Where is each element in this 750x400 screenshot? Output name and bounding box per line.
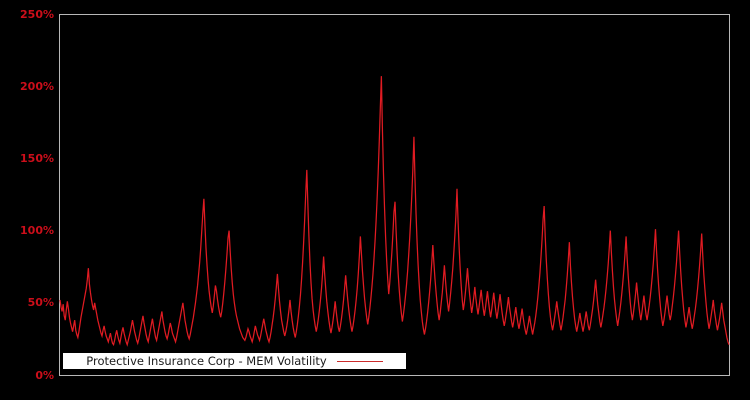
legend[interactable]: Protective Insurance Corp - MEM Volatili… [63, 353, 406, 369]
y-axis-tick-labels: 250% 200% 150% 100% 50% 0% [0, 0, 54, 400]
ytick-label-0: 0% [35, 368, 54, 382]
legend-line-swatch [336, 360, 383, 362]
ytick-label-150: 150% [20, 151, 54, 165]
series-line-mem-volatility [59, 76, 730, 347]
ytick-label-250: 250% [20, 7, 54, 21]
legend-label: Protective Insurance Corp - MEM Volatili… [86, 354, 327, 368]
plot-frame [59, 14, 730, 376]
ytick-label-100: 100% [20, 224, 54, 238]
ytick-label-50: 50% [27, 296, 54, 310]
ytick-label-200: 200% [20, 79, 54, 93]
series-group [59, 76, 730, 347]
